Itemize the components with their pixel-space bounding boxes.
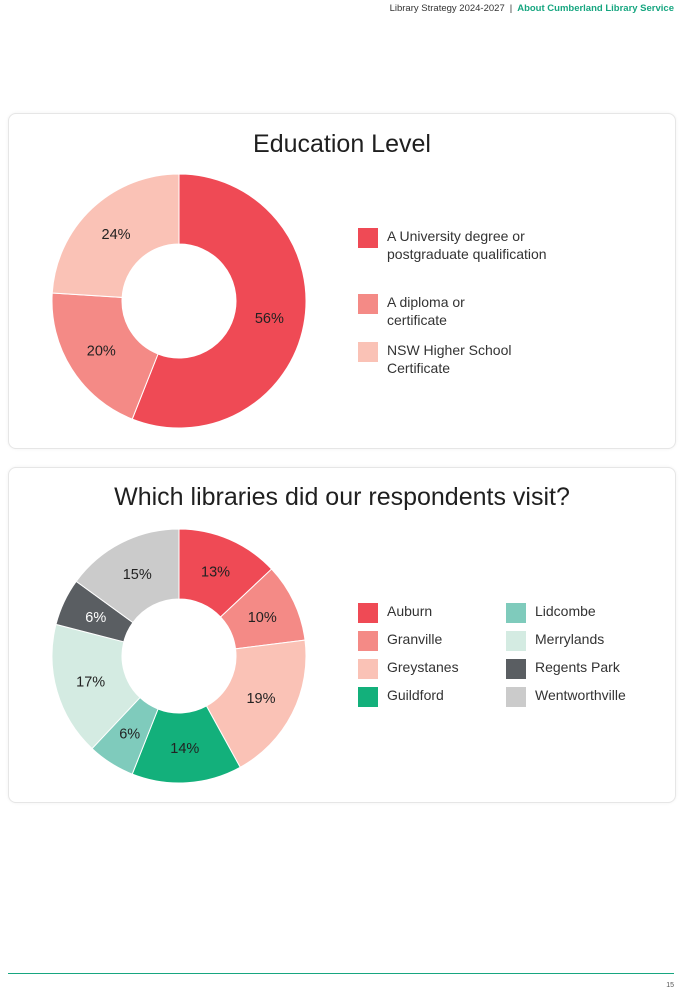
legend-label: NSW Higher School Certificate [387, 342, 512, 376]
legend-swatch [506, 603, 526, 623]
legend-label: A diploma or certificate [387, 294, 465, 328]
legend-swatch [358, 659, 378, 679]
section-link[interactable]: About Cumberland Library Service [517, 3, 674, 14]
footer-rule [8, 973, 674, 974]
legend-swatch [506, 631, 526, 651]
legend-label: Greystanes [387, 659, 459, 675]
legend-label: Granville [387, 631, 443, 647]
legend-label: Wentworthville [535, 687, 626, 703]
data-label: 56% [255, 311, 284, 327]
legend-item: Merrylands [506, 631, 656, 651]
education-level-card: Education Level 56% 20% 24% A University d… [8, 113, 676, 449]
slice-greystanes [205, 639, 307, 768]
legend-swatch [358, 342, 378, 362]
legend-item: Lidcombe [506, 603, 656, 623]
legend-item: Auburn [358, 603, 498, 623]
legend-swatch [358, 294, 378, 314]
legend-item: Greystanes [358, 659, 498, 679]
legend-label: Merrylands [535, 631, 605, 647]
legend-swatch [358, 631, 378, 651]
header-separator: | [509, 3, 513, 14]
data-label: 6% [119, 727, 140, 743]
slice-nsw-higher [51, 173, 180, 298]
page-number: 15 [666, 982, 674, 989]
data-label: 17% [76, 675, 105, 691]
legend-label: Regents Park [535, 659, 620, 675]
chart-title: Education Level [253, 130, 431, 158]
chart-title: Which libraries did our respondents visi… [114, 483, 570, 511]
legend-item: Guildford [358, 687, 498, 707]
data-label: 24% [102, 227, 131, 243]
data-label: 15% [123, 567, 152, 583]
libraries-visited-card: Which libraries did our respondents visi… [8, 467, 676, 803]
legend-item: NSW Higher School Certificate [358, 342, 558, 377]
data-label: 6% [85, 610, 106, 626]
legend-item: A diploma or certificate [358, 294, 518, 329]
slice-a-university [131, 173, 307, 429]
legend-item: A University degree or postgraduate qual… [358, 228, 558, 263]
legend-swatch [358, 228, 378, 248]
legend-swatch [358, 603, 378, 623]
data-label: 10% [248, 610, 277, 626]
slice-a-diploma [51, 292, 159, 420]
slice-wentworthville [75, 528, 180, 624]
data-label: 13% [201, 565, 230, 581]
education-legend: A University degree or postgraduate qual… [358, 228, 588, 388]
data-label: 14% [170, 741, 199, 757]
legend-swatch [506, 659, 526, 679]
libraries-donut-chart: 13% 10% 19% 14% 6% 17% 6% 15% [51, 528, 307, 784]
legend-item: Granville [358, 631, 498, 651]
document-title: Library Strategy 2024-2027 [389, 3, 505, 14]
page-header: Library Strategy 2024-2027 | About Cumberl… [390, 3, 674, 14]
legend-swatch [358, 687, 378, 707]
legend-swatch [506, 687, 526, 707]
legend-label: Lidcombe [535, 603, 596, 619]
data-label: 19% [246, 691, 275, 707]
legend-label: A University degree or postgraduate qual… [387, 228, 547, 262]
legend-item: Regents Park [506, 659, 656, 679]
legend-item: Wentworthville [506, 687, 656, 707]
education-donut-chart: 56% 20% 24% [51, 173, 307, 429]
data-label: 20% [87, 343, 116, 359]
legend-label: Guildford [387, 687, 444, 703]
legend-label: Auburn [387, 603, 433, 619]
slice-merrylands [51, 623, 141, 750]
libraries-legend: Auburn Granville Greystanes Guildford Lidcom… [358, 603, 658, 713]
